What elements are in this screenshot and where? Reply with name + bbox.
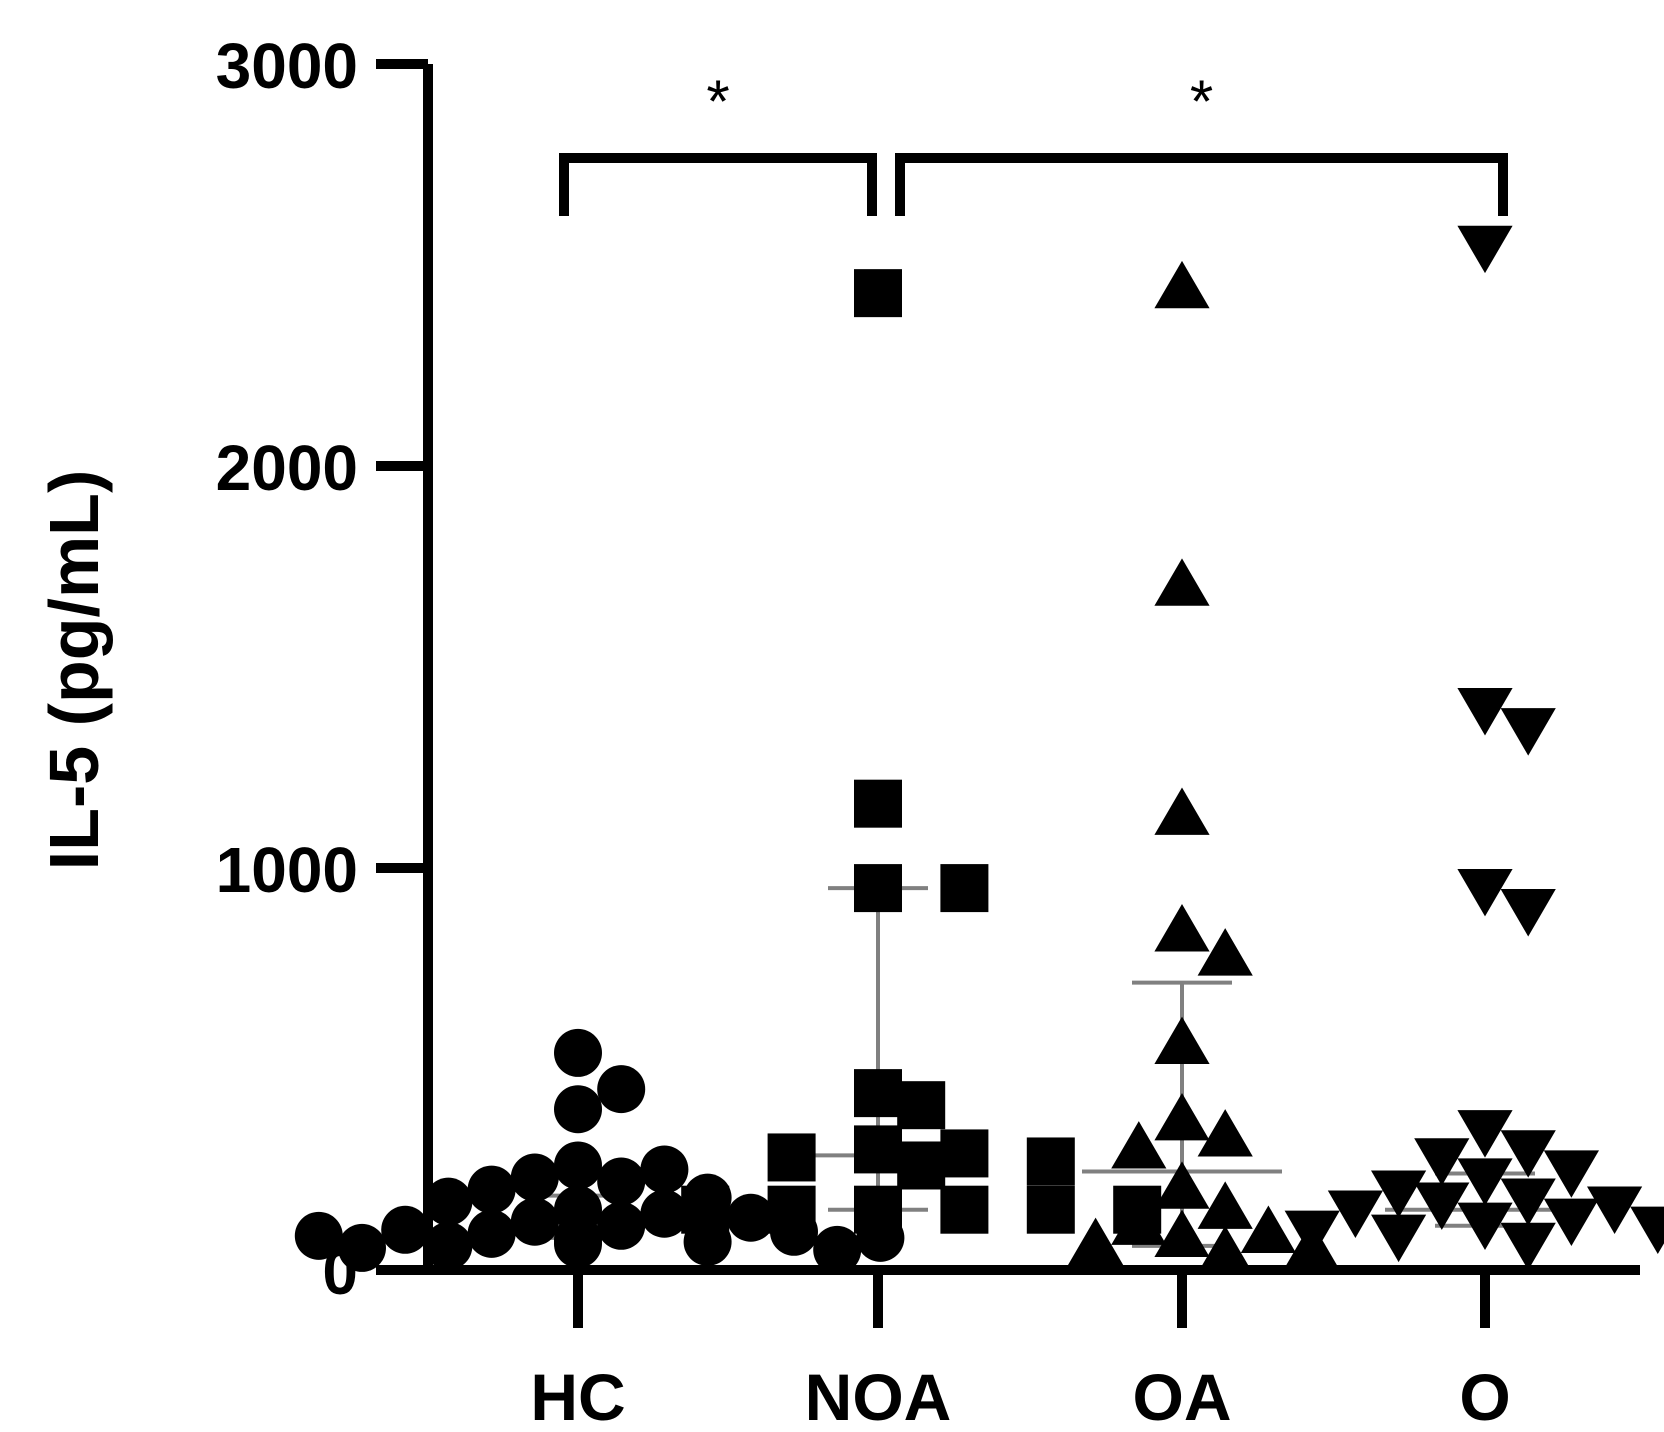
- data-point: [1154, 558, 1210, 606]
- data-point: [1068, 1217, 1124, 1266]
- y-tick-label: 2000: [216, 432, 358, 504]
- data-point: [854, 269, 902, 318]
- x-tick-label: O: [1459, 1360, 1510, 1432]
- data-point: [1284, 1210, 1340, 1259]
- data-point: [381, 1205, 430, 1254]
- data-point: [854, 1185, 902, 1234]
- data-point: [1543, 1150, 1599, 1198]
- data-point: [1500, 708, 1556, 756]
- data-point: [767, 1185, 816, 1234]
- significance-brackets: * *: [559, 68, 1508, 216]
- data-point: [1197, 1181, 1253, 1229]
- data-point: [554, 1219, 602, 1268]
- data-point: [467, 1165, 516, 1214]
- significance-bracket: [895, 153, 1508, 216]
- data-point: [897, 1081, 946, 1130]
- data-points: [294, 225, 1664, 1274]
- data-point: [854, 864, 902, 913]
- data-point: [854, 1125, 902, 1174]
- data-point: [854, 1069, 902, 1118]
- data-point: [1457, 225, 1513, 274]
- data-point: [854, 779, 902, 828]
- data-point: [1371, 1170, 1427, 1218]
- data-point: [1500, 1130, 1556, 1178]
- data-point: [1154, 904, 1210, 952]
- data-point: [597, 1201, 646, 1250]
- data-point: [1457, 1202, 1513, 1251]
- data-point: [1026, 1185, 1075, 1234]
- y-axis-title: IL-5 (pg/mL): [35, 470, 113, 870]
- data-point: [1197, 928, 1253, 976]
- data-point: [1154, 787, 1210, 835]
- data-point: [1154, 1209, 1210, 1257]
- data-point: [554, 1141, 602, 1190]
- data-point: [467, 1209, 516, 1258]
- significance-bracket: [559, 153, 877, 216]
- data-point: [640, 1189, 689, 1238]
- data-point: [597, 1157, 646, 1206]
- data-point: [1240, 1205, 1296, 1253]
- data-point: [767, 1133, 816, 1182]
- data-point: [424, 1221, 473, 1270]
- data-point: [1457, 868, 1513, 917]
- data-point: [1457, 1158, 1513, 1206]
- data-point: [554, 1085, 602, 1134]
- x-tick-label: OA: [1133, 1360, 1232, 1432]
- x-tick-label: HC: [530, 1360, 625, 1432]
- data-point: [1154, 1016, 1210, 1065]
- data-point: [813, 1225, 862, 1274]
- data-point: [554, 1028, 602, 1077]
- x-tick-label: NOA: [805, 1360, 952, 1432]
- data-point: [1414, 1138, 1470, 1186]
- data-point: [1197, 1109, 1253, 1157]
- data-point: [1111, 1121, 1167, 1169]
- data-point: [294, 1211, 343, 1260]
- data-point: [940, 1185, 989, 1234]
- x-axis: HC NOA OA O: [423, 1265, 1640, 1432]
- data-point: [1154, 1161, 1210, 1209]
- data-point: [1500, 1178, 1556, 1226]
- data-point: [1500, 889, 1556, 937]
- data-point: [1543, 1198, 1599, 1247]
- data-point: [1500, 1222, 1556, 1271]
- data-point: [597, 1065, 646, 1114]
- data-point: [1371, 1214, 1427, 1263]
- data-point: [510, 1197, 559, 1246]
- significance-label: *: [706, 68, 729, 135]
- data-point: [940, 864, 989, 913]
- y-tick-label: 1000: [216, 834, 358, 906]
- significance-label: *: [1190, 68, 1213, 135]
- data-point: [338, 1223, 386, 1272]
- data-point: [897, 1141, 946, 1190]
- data-point: [1154, 1092, 1210, 1141]
- data-point: [1587, 1186, 1643, 1234]
- data-point: [726, 1193, 775, 1242]
- data-point: [1457, 1110, 1513, 1158]
- data-point: [1197, 1225, 1253, 1274]
- data-point: [510, 1153, 559, 1202]
- data-point: [424, 1177, 473, 1226]
- data-point: [940, 1129, 989, 1178]
- data-point: [1026, 1137, 1075, 1186]
- data-point: [1457, 688, 1513, 736]
- data-point: [1154, 260, 1210, 309]
- data-point: [1630, 1206, 1664, 1255]
- data-point: [681, 1185, 730, 1234]
- data-point: [640, 1145, 689, 1194]
- y-tick-label: 3000: [216, 30, 358, 102]
- data-point: [1111, 1197, 1167, 1245]
- data-point: [1327, 1190, 1383, 1238]
- data-point: [1414, 1182, 1470, 1230]
